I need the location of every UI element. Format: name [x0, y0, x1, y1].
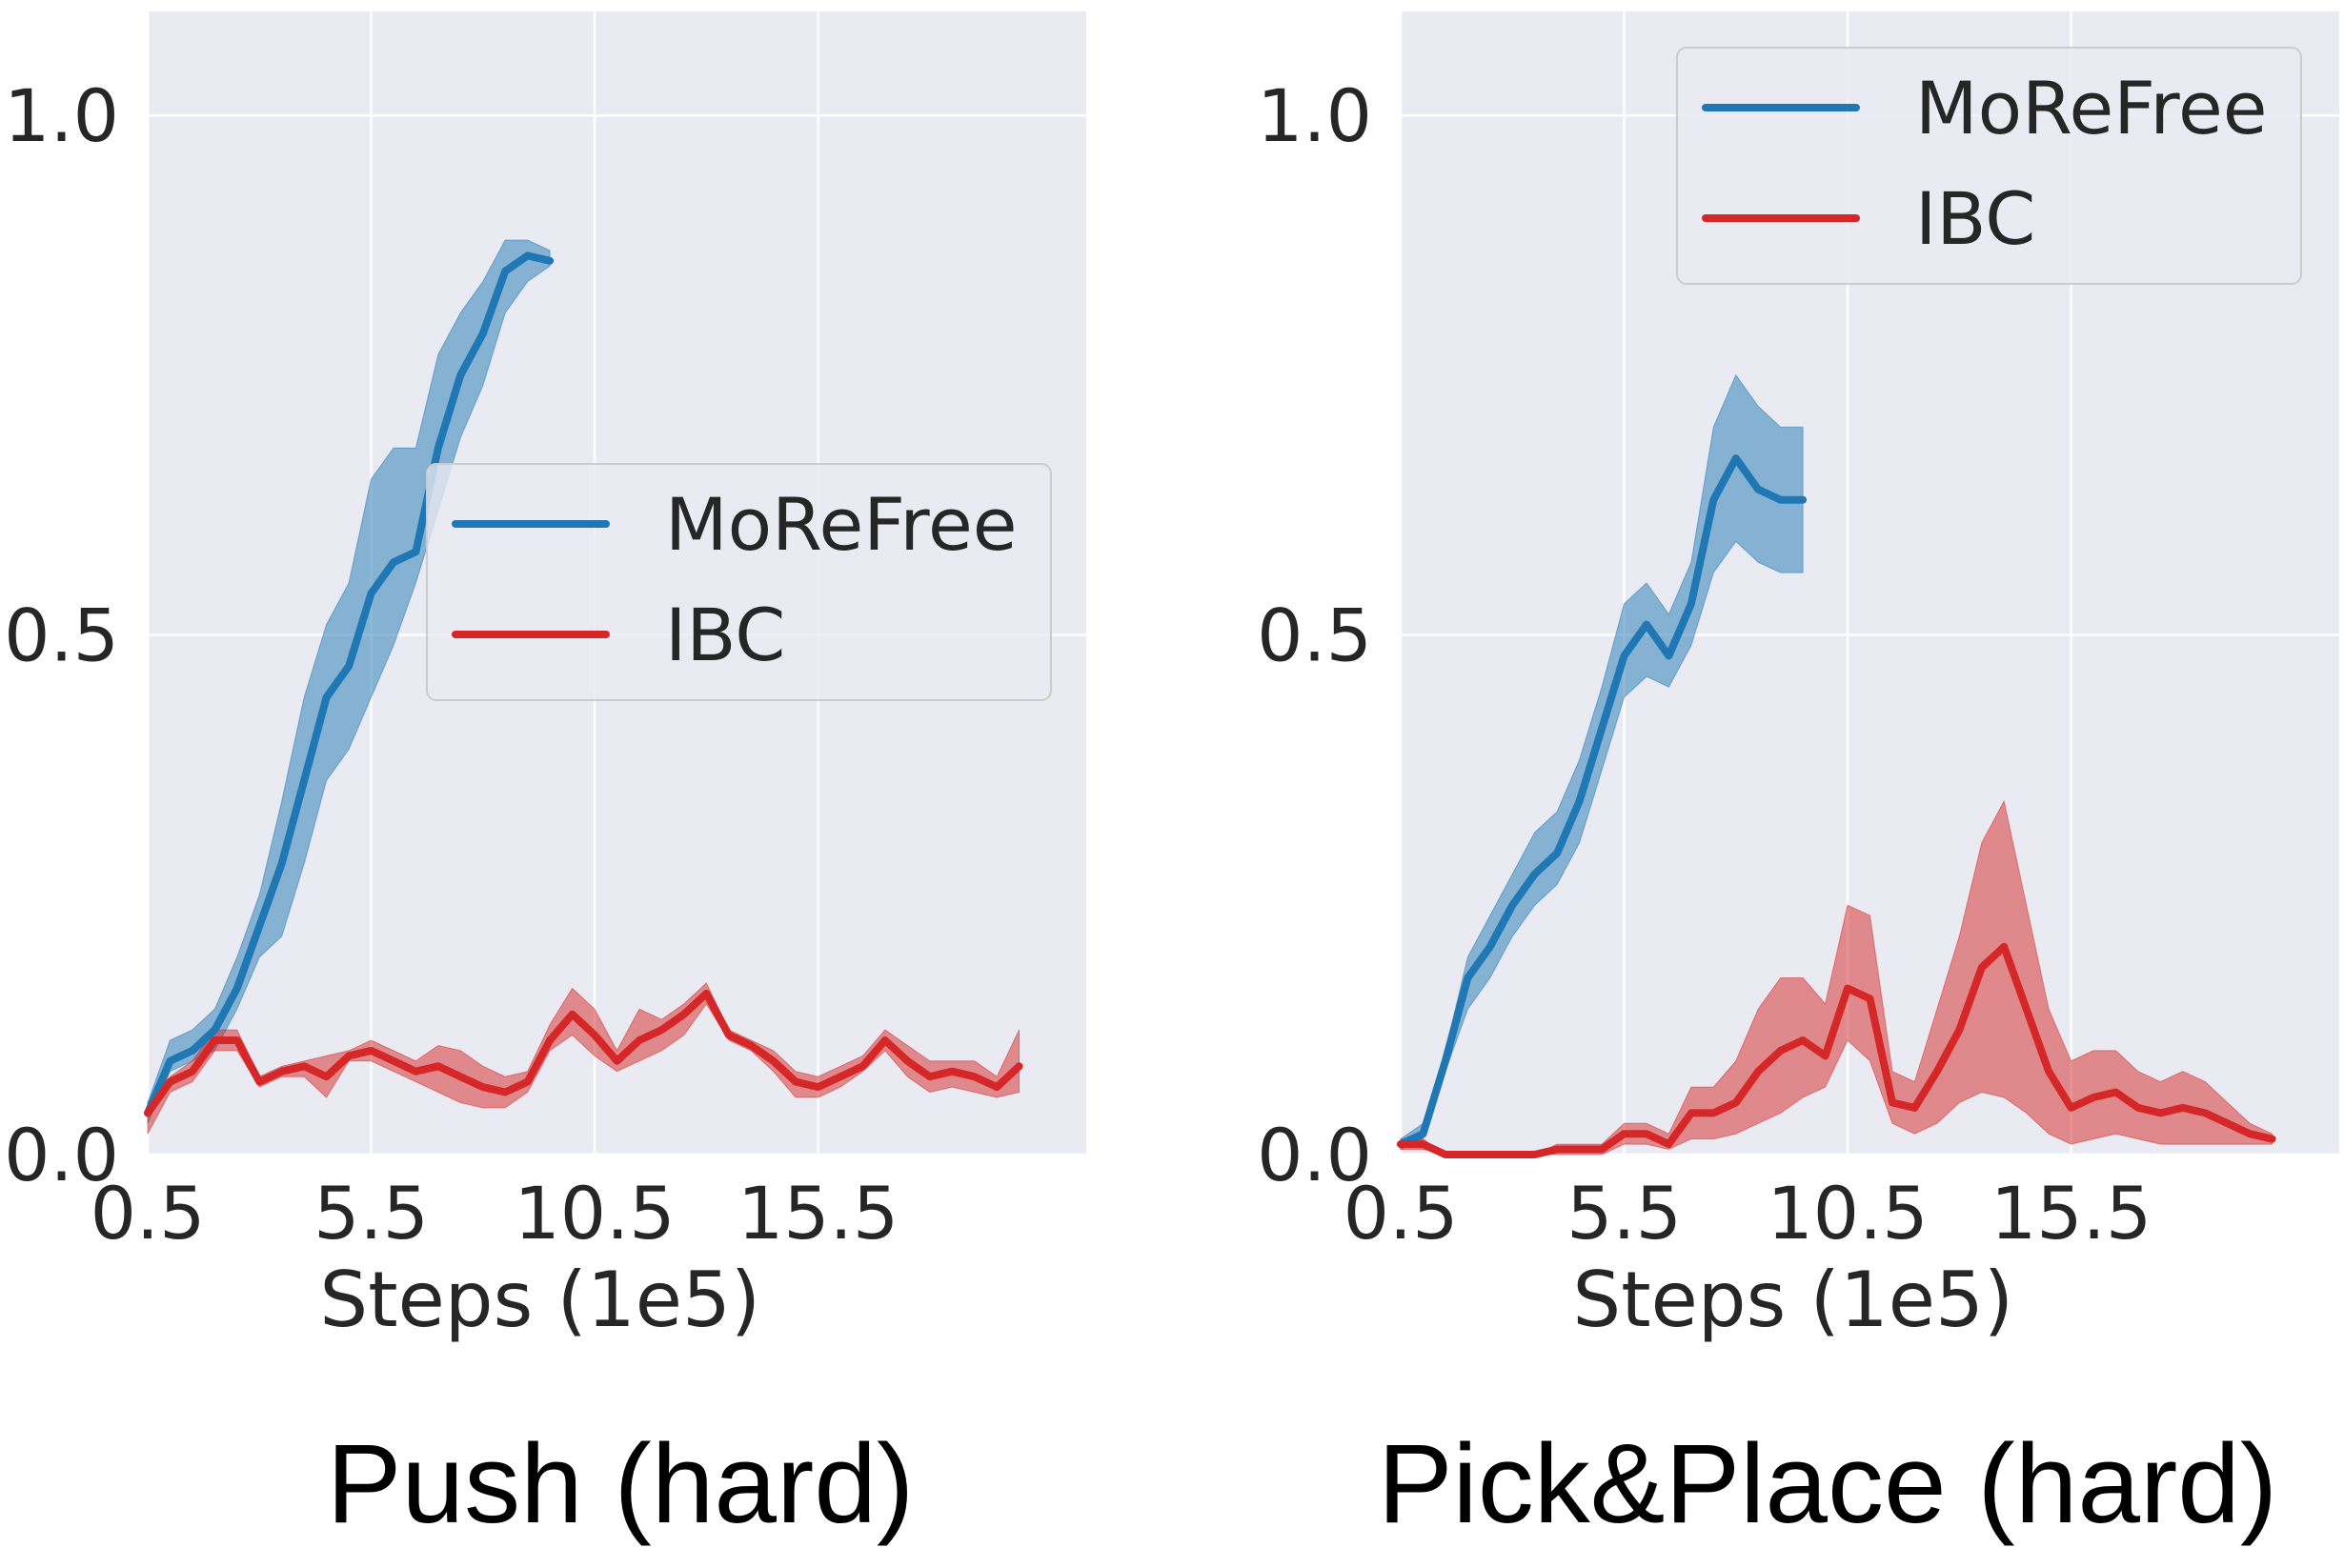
legend-label: MoReFree [665, 482, 1018, 567]
x-tick-label: 0.5 [91, 1171, 206, 1256]
legend: MoReFree IBC [1676, 47, 2302, 285]
series-line-ibc [144, 989, 1023, 1117]
y-tick-label: 1.0 [1257, 73, 1372, 158]
chart-caption: Pick&Place (hard) [1378, 1421, 2277, 1547]
x-tick-label: 5.5 [1566, 1171, 1682, 1256]
series-line-morefree [144, 251, 555, 1117]
x-axis-label: Steps (1e5) [1572, 1256, 2013, 1344]
legend-label: IBC [665, 593, 785, 677]
confidence-band-morefree [147, 239, 551, 1124]
y-tick-label: 0.0 [4, 1113, 119, 1197]
chart-caption: Push (hard) [327, 1421, 915, 1547]
confidence-band-ibc [147, 982, 1020, 1135]
y-tick-label: 0.5 [4, 593, 119, 678]
y-tick-label: 0.0 [1257, 1113, 1372, 1197]
confidence-band-ibc [1400, 799, 2273, 1156]
series-line-ibc [1397, 942, 2276, 1158]
x-tick-label: 15.5 [1990, 1171, 2152, 1256]
x-tick-label: 0.5 [1344, 1171, 1459, 1256]
legend-label: IBC [1915, 176, 2035, 261]
x-tick-label: 5.5 [313, 1171, 429, 1256]
y-tick-label: 1.0 [4, 73, 119, 158]
legend-label: MoReFree [1915, 66, 2268, 151]
series-line-morefree [1397, 454, 1808, 1149]
y-tick-label: 0.5 [1257, 593, 1372, 678]
legend: MoReFree IBC [426, 463, 1052, 701]
x-tick-label: 10.5 [514, 1171, 675, 1256]
x-tick-label: 15.5 [738, 1171, 899, 1256]
x-axis-label: Steps (1e5) [319, 1256, 760, 1344]
x-tick-label: 10.5 [1767, 1171, 1928, 1256]
